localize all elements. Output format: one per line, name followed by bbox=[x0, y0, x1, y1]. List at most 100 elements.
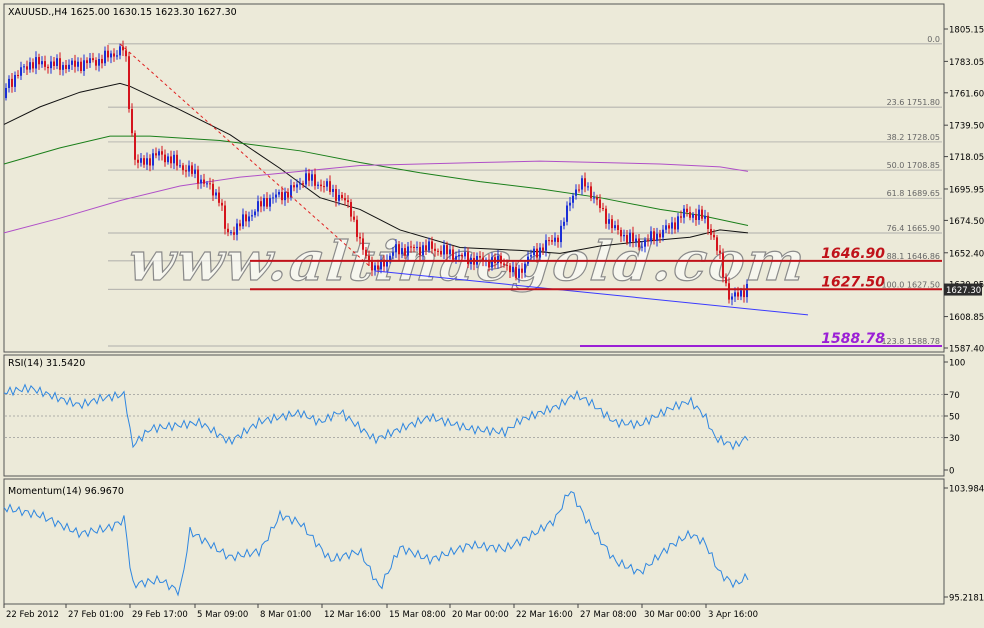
candle-body bbox=[53, 61, 55, 66]
candle-body bbox=[245, 214, 247, 222]
rsi-tick-label: 0 bbox=[949, 467, 954, 477]
key-level-label: 1588.78 bbox=[821, 331, 885, 347]
candle-body bbox=[338, 194, 340, 201]
candle-body bbox=[326, 181, 328, 187]
price-tick-label: 1695.95 bbox=[949, 185, 984, 195]
price-tick-label: 1652.40 bbox=[949, 249, 984, 259]
candle-body bbox=[437, 250, 439, 252]
candle-body bbox=[14, 74, 16, 87]
candle-body bbox=[80, 61, 82, 71]
candle-body bbox=[113, 53, 115, 57]
candle-body bbox=[248, 216, 250, 222]
candle-body bbox=[386, 260, 388, 267]
candle-body bbox=[170, 156, 172, 164]
candle-body bbox=[32, 62, 34, 69]
candle-body bbox=[47, 66, 49, 69]
candle-body bbox=[524, 263, 526, 273]
candle-body bbox=[155, 153, 157, 156]
candle-body bbox=[20, 67, 22, 76]
candle-body bbox=[536, 248, 538, 258]
candle-body bbox=[203, 179, 205, 184]
candle-body bbox=[500, 255, 502, 264]
candle-body bbox=[656, 233, 658, 241]
candle-body bbox=[362, 238, 364, 250]
candle-body bbox=[56, 58, 58, 66]
candle-body bbox=[422, 245, 424, 256]
candle-body bbox=[212, 183, 214, 196]
candle-body bbox=[68, 64, 70, 70]
candle-body bbox=[44, 61, 46, 67]
rsi-tick-label: 100 bbox=[949, 359, 965, 369]
candle-body bbox=[176, 154, 178, 166]
candle-body bbox=[206, 183, 208, 185]
candle-body bbox=[575, 189, 577, 196]
candle-body bbox=[395, 244, 397, 253]
candle-body bbox=[104, 50, 106, 64]
time-tick-label: 30 Mar 00:00 bbox=[644, 610, 701, 620]
candle-body bbox=[305, 173, 307, 185]
time-tick-label: 27 Mar 08:00 bbox=[580, 610, 637, 620]
candle-body bbox=[125, 50, 127, 57]
candle-body bbox=[29, 62, 31, 70]
fib-level-label: 61.8 1689.65 bbox=[887, 189, 940, 198]
candle-body bbox=[194, 169, 196, 174]
candle-body bbox=[95, 60, 97, 66]
candle-body bbox=[635, 238, 637, 242]
candle-body bbox=[602, 208, 604, 210]
time-tick-label: 8 Mar 01:00 bbox=[260, 610, 311, 620]
candle-body bbox=[191, 165, 193, 174]
candle-body bbox=[608, 219, 610, 224]
candle-body bbox=[446, 245, 448, 255]
main-panel-frame bbox=[3, 3, 945, 353]
candle-body bbox=[368, 255, 370, 262]
price-tick-label: 1783.05 bbox=[949, 58, 984, 68]
rsi-tick-label: 30 bbox=[949, 434, 960, 444]
candle-body bbox=[353, 216, 355, 220]
ma-green-line bbox=[3, 135, 749, 227]
candle-body bbox=[257, 201, 259, 212]
candle-body bbox=[317, 184, 319, 186]
candle-body bbox=[179, 165, 181, 167]
moving-averages bbox=[3, 82, 749, 254]
rsi-panel-frame bbox=[3, 354, 945, 477]
candle-body bbox=[278, 192, 280, 195]
candle-body bbox=[398, 244, 400, 255]
candle-body bbox=[725, 277, 727, 284]
candle-body bbox=[455, 256, 457, 260]
key-level-label: 1627.50 bbox=[821, 274, 885, 290]
candle-body bbox=[491, 257, 493, 268]
candle-body bbox=[521, 268, 523, 273]
candle-body bbox=[23, 66, 25, 68]
candle-body bbox=[746, 283, 748, 298]
candle-body bbox=[140, 158, 142, 163]
candle-body bbox=[644, 239, 646, 247]
candle-body bbox=[128, 56, 130, 110]
candle-body bbox=[659, 233, 661, 238]
candle-body bbox=[692, 214, 694, 218]
candle-body bbox=[359, 236, 361, 239]
fib-level-label: 100.0 1627.50 bbox=[881, 280, 940, 289]
candle-body bbox=[638, 238, 640, 248]
candle-body bbox=[122, 46, 124, 51]
candle-body bbox=[614, 225, 616, 229]
candle-body bbox=[302, 183, 304, 185]
candle-body bbox=[329, 181, 331, 192]
candle-body bbox=[539, 247, 541, 258]
candle-body bbox=[623, 235, 625, 237]
candle-body bbox=[299, 183, 301, 185]
time-tick-label: 20 Mar 00:00 bbox=[452, 610, 509, 620]
time-tick-label: 29 Feb 17:00 bbox=[132, 610, 188, 620]
ma-purple-line bbox=[3, 160, 749, 234]
candle-body bbox=[743, 290, 745, 298]
fib-level-label: 23.6 1751.80 bbox=[887, 98, 940, 107]
candle-body bbox=[671, 222, 673, 229]
candle-body bbox=[464, 252, 466, 257]
price-tick-label: 1761.60 bbox=[949, 89, 984, 99]
candle-body bbox=[404, 248, 406, 256]
candle-body bbox=[242, 214, 244, 227]
current-price-box bbox=[944, 283, 982, 296]
candle-body bbox=[377, 265, 379, 270]
candle-body bbox=[263, 198, 265, 207]
